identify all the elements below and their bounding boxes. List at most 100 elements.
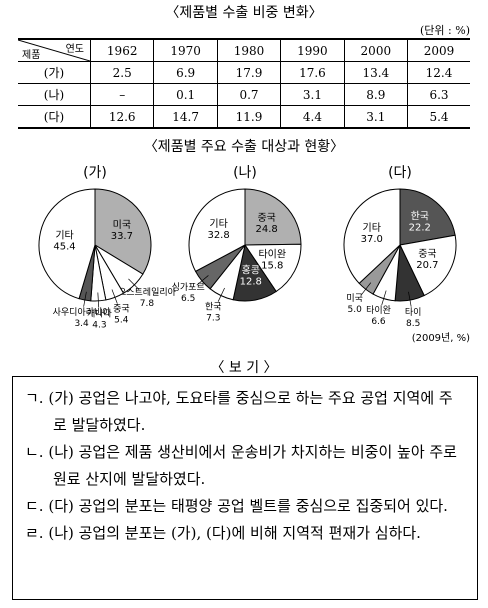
leader-line: [128, 278, 140, 290]
leader-line: [361, 282, 372, 295]
slice-value: 22.2: [409, 222, 431, 233]
cell: 6.9: [153, 61, 218, 84]
slice-value: 12.8: [240, 276, 262, 287]
statement: ㄱ. (가) 공업은 나고야, 도요타를 중심으로 하는 주요 공업 지역에 주…: [25, 389, 453, 434]
leader-line: [83, 291, 87, 307]
pies-note: (2009년, %): [412, 332, 470, 344]
slice-value: 6.5: [181, 294, 195, 304]
cell: 13.4: [343, 61, 409, 84]
slice-label: 타이: [405, 307, 422, 318]
cell: 6.3: [407, 83, 470, 106]
leader-line: [196, 275, 209, 286]
slice-value: 7.3: [206, 313, 220, 323]
table-row: (가) 2.5 6.9 17.9 17.6 13.4 12.4: [18, 61, 470, 84]
slice-value: 20.7: [416, 260, 438, 271]
slice-value: 33.7: [111, 231, 133, 242]
statement: ㄴ. (나) 공업은 제품 생산비에서 운송비가 차지하는 비중이 높아 주로 …: [25, 443, 457, 488]
leader-line: [381, 290, 387, 306]
slice-label: 한국: [411, 210, 429, 222]
pie-slice: [94, 188, 152, 275]
table-row: (다) 12.6 14.7 11.9 4.4 3.1 5.4: [18, 105, 470, 129]
slice-label: 중국: [113, 304, 130, 315]
cell: 3.1: [280, 83, 345, 106]
row-label: (가): [18, 61, 91, 84]
pie-title: (나): [233, 165, 257, 181]
cell: 0.1: [153, 83, 218, 106]
cell: 12.4: [407, 61, 470, 84]
slice-label: 미국: [346, 293, 363, 304]
leader-line: [111, 289, 118, 304]
column-header: 1962: [89, 38, 155, 62]
box-title: 〈 보 기 〉: [202, 360, 286, 376]
slice-label: 중국: [257, 212, 275, 224]
pie-slice: [38, 188, 96, 300]
pie-slice: [399, 234, 457, 297]
pie-slice: [244, 188, 302, 246]
statement: ㄷ. (다) 공업의 분포는 태평양 공업 벨트를 중심으로 집중되어 있다.: [25, 497, 448, 515]
cell: 11.9: [216, 105, 282, 129]
slice-label: 기타: [209, 218, 227, 230]
pie-title: (다): [388, 165, 412, 181]
slice-label: 기타: [363, 222, 381, 234]
cell: 12.6: [89, 105, 155, 129]
slice-value: 37.0: [361, 234, 383, 245]
corner-bottom: 제품: [22, 50, 41, 61]
slice-value: 6.6: [371, 317, 386, 327]
slice-label: 미국: [113, 219, 131, 231]
cell: 0.7: [216, 83, 282, 106]
cell: 4.4: [280, 105, 345, 129]
pie-slice: [399, 188, 456, 246]
table-row: (나) –0.1 0.7 3.1 8.9 6.3: [18, 83, 470, 106]
pie-slice: [188, 188, 246, 273]
statement: ㄹ. (나) 공업의 분포는 (가), (다)에 비해 지역적 편재가 심하다.: [25, 524, 421, 542]
slice-label: 기타: [55, 230, 73, 242]
column-header: 2009: [407, 38, 470, 62]
slice-value: 45.4: [53, 242, 75, 253]
data-table: 연도 제품 1962 1970 1980 1990 2000 2009 (가) 2.5 6.9 17.…: [18, 38, 470, 129]
slice-label: 사우디아라비아: [53, 307, 112, 318]
slice-value: 5.4: [114, 316, 129, 326]
row-label: (다): [18, 105, 91, 129]
corner-top: 연도: [65, 44, 84, 55]
table-title: 〈제품별 수출 비중 변화〉: [165, 5, 323, 21]
cell: 17.9: [216, 61, 282, 84]
column-header: 1970: [153, 38, 218, 62]
leader-line: [217, 287, 225, 302]
pie-slice: [343, 188, 401, 285]
slice-value: 5.0: [348, 305, 363, 315]
slice-label: 홍콩: [242, 263, 260, 276]
column-header: 2000: [343, 38, 409, 62]
slice-value: 15.8: [261, 260, 283, 271]
cell: 17.6: [280, 61, 345, 84]
slice-label: 오스트레일리아: [118, 287, 177, 298]
row-label: (나): [18, 83, 91, 106]
column-header: 1990: [280, 38, 345, 62]
pie-slice: [244, 243, 302, 293]
cell: 14.7: [153, 105, 218, 129]
column-header: 1980: [216, 38, 282, 62]
slice-label: 싱가포르: [172, 282, 205, 293]
pies-title: 〈제품별 주요 수출 대상과 현황〉: [144, 139, 344, 155]
cell: 5.4: [407, 105, 470, 129]
header-row: 연도 제품 1962 1970 1980 1990 2000 2009: [18, 38, 470, 62]
example-box: ㄱ. (가) 공업은 나고야, 도요타를 중심으로 하는 주요 공업 지역에 주…: [12, 376, 478, 600]
slice-value: 4.3: [92, 320, 106, 330]
slice-label: 한국: [205, 301, 222, 312]
box-title-wrap: 〈 보 기 〉: [0, 357, 488, 377]
slice-value: 7.8: [140, 299, 155, 309]
slice-value: 32.8: [207, 230, 229, 241]
slice-value: 8.5: [406, 319, 420, 329]
slice-value: 24.8: [256, 224, 278, 235]
cell: 3.1: [343, 105, 409, 129]
unit: (단위 : %): [420, 24, 470, 37]
slice-label: 캐나다: [87, 308, 113, 319]
slice-value: 3.4: [74, 319, 89, 329]
cell: –: [89, 83, 155, 106]
cell: 2.5: [89, 61, 155, 84]
pie-area: 〈제품별 주요 수출 대상과 현황〉 (2009년, %) (가)미국33.7오…: [38, 139, 470, 344]
leader-line: [408, 291, 412, 307]
slice-label: 중국: [418, 248, 436, 260]
pie-title: (가): [83, 165, 107, 181]
